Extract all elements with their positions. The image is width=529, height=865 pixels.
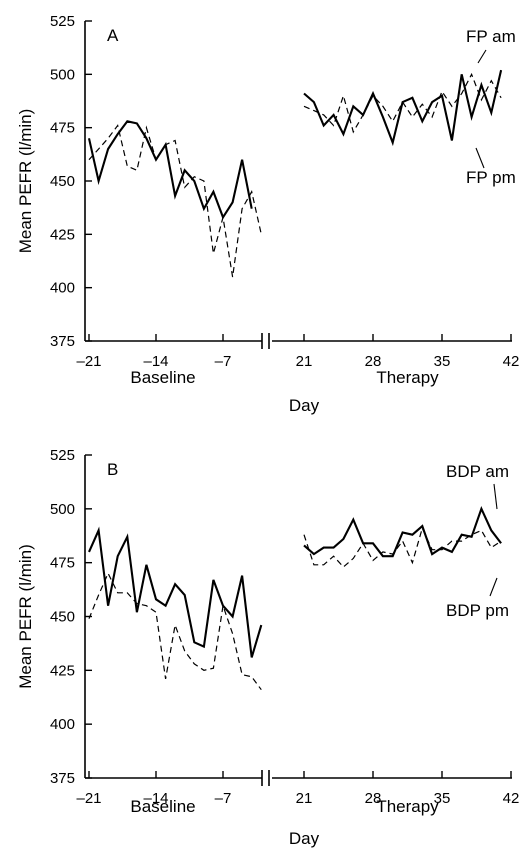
y-tick-label: 425	[50, 662, 75, 679]
series-label-fp-am: FP am	[466, 27, 516, 46]
x-tick-label: 35	[434, 353, 451, 370]
x-tick-label: 28	[365, 790, 382, 807]
y-tick-label: 375	[50, 770, 75, 787]
series-line-fp-am-therapy	[303, 69, 503, 147]
series-line-fp-am-baseline	[87, 120, 253, 220]
panel-a: 375 400 425 450 475 500 525 Mean PEFR (l/min) –2…	[16, 13, 519, 415]
y-tick-label: 475	[50, 555, 75, 572]
series-label-bdp-pm: BDP pm	[446, 601, 509, 620]
series-line-fp-pm-baseline	[88, 124, 262, 278]
y-tick-label: 525	[50, 447, 75, 464]
period-label-baseline: Baseline	[130, 368, 195, 387]
period-label-baseline: Baseline	[130, 797, 195, 816]
y-tick-label: 500	[50, 501, 75, 518]
series-line-bdp-pm-baseline	[88, 571, 262, 691]
x-tick-label: 21	[296, 790, 313, 807]
y-axis-label: Mean PEFR (l/min)	[16, 109, 35, 254]
y-tick-label: 525	[50, 13, 75, 30]
x-tick-label: 21	[296, 353, 313, 370]
panel-letter: B	[107, 460, 118, 479]
series-line-fp-pm-therapy	[303, 72, 502, 134]
panel-letter: A	[107, 26, 119, 45]
period-label-therapy: Therapy	[376, 368, 439, 387]
series-line-bdp-pm-therapy	[303, 526, 502, 568]
y-tick-label: 500	[50, 66, 75, 83]
y-tick-label: 400	[50, 716, 75, 733]
series-label-pointer	[493, 483, 498, 510]
series-label-pointer	[477, 49, 487, 64]
series-label-pointer	[475, 147, 485, 169]
period-label-therapy: Therapy	[376, 797, 439, 816]
series-label-bdp-am: BDP am	[446, 462, 509, 481]
x-tick-label: –14	[143, 790, 168, 807]
series-line-bdp-am-therapy	[303, 505, 502, 558]
y-tick-label: 450	[50, 609, 75, 626]
y-tick-label: 425	[50, 226, 75, 243]
x-tick-label: –14	[143, 353, 168, 370]
y-tick-label: 375	[50, 333, 75, 350]
x-tick-label: –7	[215, 353, 232, 370]
x-tick-label: 35	[434, 790, 451, 807]
x-tick-label: 42	[503, 790, 520, 807]
x-axis-label: Day	[289, 829, 320, 848]
x-tick-label: –21	[76, 353, 101, 370]
series-line-bdp-am-baseline	[88, 526, 263, 658]
y-tick-label: 450	[50, 173, 75, 190]
y-axis-label: Mean PEFR (l/min)	[16, 544, 35, 689]
x-tick-label: –7	[215, 790, 232, 807]
x-tick-label: 28	[365, 353, 382, 370]
x-tick-label: 42	[503, 353, 520, 370]
y-tick-label: 400	[50, 280, 75, 297]
panel-b: 375 400 425 450 475 500 525 Mean PEFR (l/min) –2…	[16, 447, 519, 848]
x-tick-label: –21	[76, 790, 101, 807]
series-label-fp-pm: FP pm	[466, 168, 516, 187]
series-label-pointer	[489, 577, 498, 597]
y-tick-label: 475	[50, 120, 75, 137]
x-axis-label: Day	[289, 396, 320, 415]
